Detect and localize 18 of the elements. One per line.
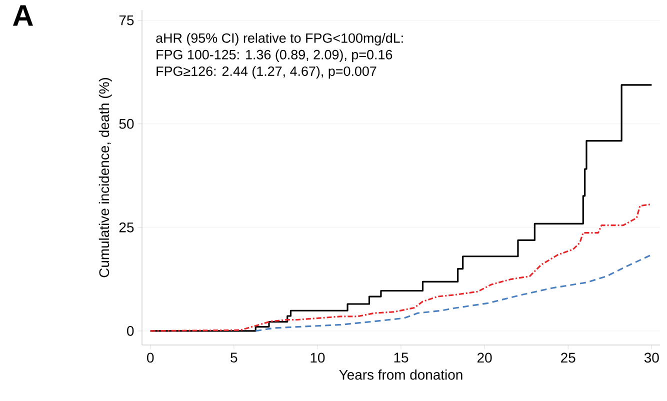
x-tick-label: 5 [230, 352, 238, 363]
chart-title: A [12, 5, 33, 26]
annotation: aHR (95% CI) relative to FPG<100mg/dL: [156, 32, 403, 46]
x-tick-label: 15 [394, 352, 408, 363]
y-tick-label: 50 [119, 118, 134, 129]
y-axis-title: Cumulative incidence, death (%) [98, 78, 112, 278]
y-tick-label: 75 [119, 15, 134, 26]
y-tick-label: 25 [119, 222, 134, 232]
x-tick-label: 10 [310, 352, 325, 363]
annotation: FPG≥126: 2.44 (1.27, 4.67), p=0.007 [156, 66, 376, 79]
x-tick-label: 30 [644, 352, 659, 363]
x-tick-label: 20 [478, 352, 492, 363]
x-tick-label: 0 [147, 352, 154, 363]
line-series [150, 203, 652, 332]
y-tick-label: 0 [127, 326, 134, 336]
annotation: FPG 100-125: 1.36 (0.89, 2.09), p=0.16 [156, 50, 392, 62]
x-tick-label: 25 [561, 352, 576, 363]
x-axis-title: Years from donation [339, 369, 462, 380]
